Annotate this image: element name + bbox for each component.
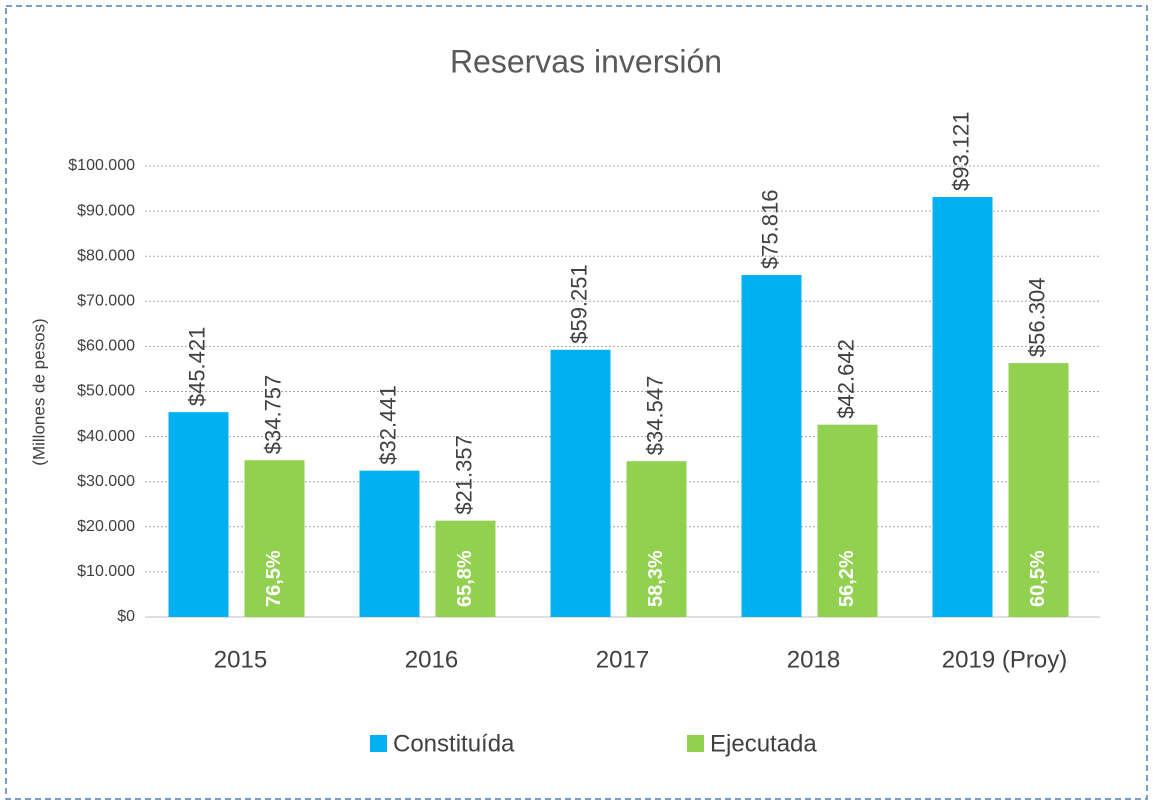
percent-label: 56,2%: [836, 550, 858, 607]
data-label: $45.421: [184, 327, 209, 407]
bar: [550, 349, 611, 617]
x-tick-label: 2018: [787, 646, 840, 673]
data-label: $93.121: [948, 111, 973, 191]
legend-swatch: [687, 735, 704, 752]
x-tick-label: 2019 (Proy): [942, 646, 1067, 673]
legend-label: Ejecutada: [710, 730, 817, 757]
bar: [932, 197, 993, 617]
y-tick-label: $80.000: [77, 247, 135, 264]
y-tick-label: $100.000: [68, 157, 135, 174]
y-tick-label: $90.000: [77, 202, 135, 219]
data-label: $34.757: [260, 375, 285, 455]
percent-label: 65,8%: [454, 550, 476, 607]
bar: [626, 461, 687, 617]
data-label: $21.357: [451, 435, 476, 515]
percent-label: 60,5%: [1027, 550, 1049, 607]
bar: [168, 412, 229, 617]
x-tick-label: 2015: [214, 646, 267, 673]
chart-title: Reservas inversión: [450, 43, 722, 79]
percent-label: 76,5%: [263, 550, 285, 607]
bar: [1008, 363, 1069, 617]
x-tick-label: 2016: [405, 646, 458, 673]
legend-label: Constituída: [393, 730, 515, 757]
y-tick-label: $30.000: [77, 473, 135, 490]
y-tick-label: $60.000: [77, 338, 135, 355]
y-tick-label: $70.000: [77, 293, 135, 310]
y-tick-label: $40.000: [77, 428, 135, 445]
data-label: $32.441: [375, 385, 400, 465]
legend-swatch: [370, 735, 387, 752]
bar: [435, 520, 496, 617]
bar: [359, 470, 420, 617]
bar: [741, 275, 802, 617]
y-axis-label: (Millones de pesos): [29, 318, 48, 465]
data-label: $59.251: [566, 264, 591, 344]
data-label: $75.816: [757, 190, 782, 270]
data-label: $34.547: [642, 376, 667, 456]
bar: [244, 460, 305, 617]
y-tick-label: $20.000: [77, 518, 135, 535]
bar: [817, 424, 878, 617]
data-label: $42.642: [833, 339, 858, 419]
x-tick-label: 2017: [596, 646, 649, 673]
percent-label: 58,3%: [645, 550, 667, 607]
y-tick-label: $50.000: [77, 383, 135, 400]
y-tick-label: $10.000: [77, 563, 135, 580]
data-label: $56.304: [1024, 278, 1049, 358]
y-tick-label: $0: [117, 608, 135, 625]
